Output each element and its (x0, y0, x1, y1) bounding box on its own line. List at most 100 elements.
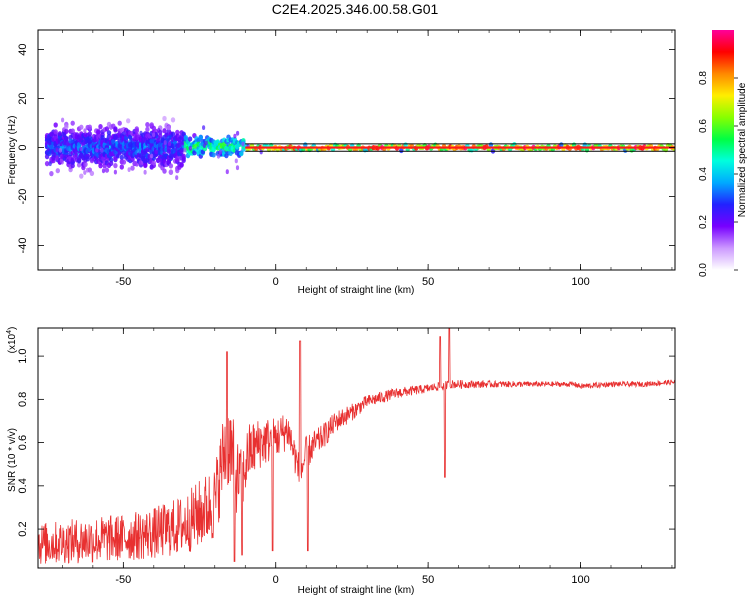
snr-y-label: SNR (10 * v/v) (7, 428, 18, 492)
spectrogram-outlier (154, 149, 158, 155)
spectrogram-cell (399, 147, 404, 154)
spectrogram-outlier (120, 137, 124, 143)
spectrogram-cell (162, 168, 167, 174)
spectrogram-cell (162, 128, 167, 134)
spectrogram-outlier (149, 164, 153, 170)
spectrogram-cell (44, 161, 50, 167)
spectrogram-outlier (233, 133, 237, 139)
spectrogram-cell (145, 126, 150, 132)
spectrogram-outlier (202, 125, 206, 130)
spectrogram-cell (64, 128, 69, 134)
colorbar: 0.0 0.2 0.4 0.6 0.8 Normalized spectral ampl… (698, 30, 748, 277)
snr-x-tick-label: 100 (571, 574, 589, 586)
spectrogram-cell (79, 124, 84, 130)
spectrogram-outlier (159, 158, 163, 164)
spectrogram-outlier (99, 140, 104, 146)
spectrogram-cell (55, 168, 60, 174)
snr-x-label: Height of straight line (km) (298, 585, 415, 596)
spectrogram-x-tick-label: 50 (422, 276, 434, 288)
spectrogram-outlier (178, 155, 182, 161)
spectrogram-cell (198, 134, 203, 141)
spectrogram-cell (143, 162, 148, 169)
spectrogram-outlier (143, 169, 147, 175)
spectrogram-outlier (74, 152, 78, 158)
spectrogram-cell (211, 152, 216, 158)
spectrogram-outlier (83, 170, 87, 175)
spectrogram-cell (119, 164, 125, 170)
spectrogram-x-tick-label: 0 (273, 276, 279, 288)
spectrogram-outlier (95, 147, 99, 153)
spectrogram-outlier (170, 154, 174, 160)
colorbar-tick-label: 0.0 (698, 263, 709, 277)
spectrogram-outlier (135, 141, 139, 147)
spectrogram-outlier (234, 158, 238, 164)
snr-panel: -50 0 50 100 0.2 0.4 0.6 0.8 1.0 Height of strai… (6, 327, 676, 596)
spectrogram-outlier (175, 175, 179, 181)
spectrogram-cell (106, 130, 112, 136)
spectrogram-y-tick-label: -20 (17, 189, 29, 205)
spectrogram-cell (175, 129, 180, 135)
spectrogram-cell (130, 165, 135, 171)
spectrogram-outlier (236, 130, 240, 136)
spectrogram-cell (175, 155, 180, 161)
spectrogram-cell (87, 131, 93, 137)
snr-scale-label: (x104) (6, 327, 18, 354)
colorbar-tick-label: 0.6 (698, 119, 709, 133)
spectrogram-outlier (116, 153, 120, 159)
spectrogram-outlier (182, 156, 186, 162)
spectrogram-cell (158, 133, 163, 139)
colorbar-label: Normalized spectral amplitude (737, 82, 748, 217)
spectrogram-y-tick-label: -40 (17, 238, 29, 254)
spectrogram-cell (96, 129, 101, 135)
colorbar-tick-label: 0.2 (698, 215, 709, 229)
spectrogram-cell (170, 117, 176, 123)
spectrogram-x-tick-label: 100 (571, 276, 589, 288)
spectrogram-y-tick-label: 20 (17, 92, 29, 104)
spectrogram-cell (181, 153, 186, 159)
spectrogram-cell (98, 124, 103, 130)
spectrogram-cell (57, 131, 63, 137)
spectrogram-outlier (259, 149, 263, 155)
spectrogram-cell (104, 167, 110, 173)
snr-y-tick-label: 0.2 (17, 521, 29, 536)
spectrogram-cell (53, 129, 58, 135)
spectrogram-cell (53, 122, 58, 128)
spectrogram-cell (104, 126, 110, 132)
spectrogram-cell (166, 125, 171, 131)
spectrogram-cell (168, 163, 174, 169)
snr-x-tick-label: 50 (422, 574, 434, 586)
snr-x-tick-label: 0 (273, 574, 279, 586)
spectrogram-cell (49, 144, 54, 150)
colorbar-ticks: 0.0 0.2 0.4 0.6 0.8 (698, 71, 738, 277)
spectrogram-cell (113, 127, 118, 133)
spectrogram-outlier (150, 153, 154, 159)
colorbar-tick-label: 0.4 (698, 167, 709, 181)
spectrogram-outlier (183, 147, 187, 153)
spectrogram-cell (89, 170, 95, 176)
spectrogram-cell (83, 161, 88, 167)
spectrogram-cell (162, 115, 167, 122)
spectrogram-outlier (100, 147, 104, 153)
spectrogram-cell (85, 156, 90, 162)
snr-x-tick-label: -50 (115, 574, 131, 586)
spectrogram-cell (134, 128, 139, 134)
colorbar-scale (712, 30, 734, 270)
spectrogram-y-tick-label: 40 (17, 43, 29, 55)
snr-y-tick-label: 1.0 (17, 348, 29, 363)
spectrogram-cell (70, 128, 75, 134)
snr-background (38, 328, 675, 568)
snr-series-line (38, 328, 675, 564)
spectrogram-y-label: Frequency (Hz) (7, 116, 18, 185)
spectrogram-cell (183, 135, 188, 141)
spectrogram-cell (119, 154, 125, 161)
spectrogram-cells (44, 115, 675, 181)
spectrogram-outlier (241, 141, 245, 147)
spectrogram-axes: -50 0 50 100 -40 -20 0 20 40 (17, 30, 675, 288)
spectrogram-cell (187, 136, 193, 142)
spectrogram-frame (37, 29, 676, 271)
spectrogram-outlier (113, 169, 117, 175)
spectrogram-outlier (55, 147, 59, 153)
spectrogram-outlier (171, 143, 175, 149)
spectrogram-cell (64, 124, 69, 130)
spectrogram-cell (113, 163, 118, 169)
